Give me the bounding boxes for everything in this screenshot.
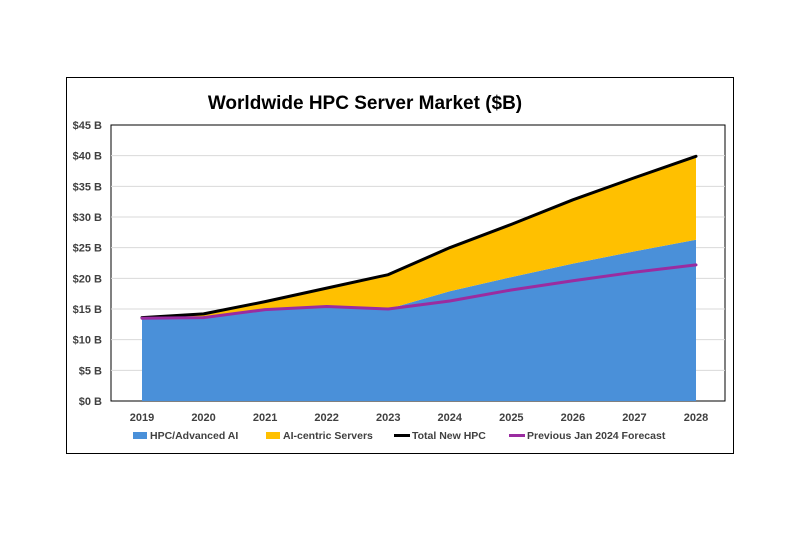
legend-label: AI-centric Servers (283, 430, 373, 442)
legend-label: HPC/Advanced AI (150, 430, 238, 442)
y-tick-label: $40 B (73, 151, 102, 163)
x-axis-tick-labels: 2019 2020 2021 2022 2023 2024 2025 2026 2027 2028 (130, 412, 708, 424)
chart-svg: Worldwide HPC Server Market ($B) $0 B $5 … (73, 93, 726, 442)
x-tick-label: 2026 (561, 412, 585, 424)
legend-item-hpc-advanced-ai: HPC/Advanced AI (133, 430, 238, 442)
legend-label: Total New HPC (412, 430, 486, 442)
x-tick-label: 2023 (376, 412, 400, 424)
x-tick-label: 2020 (191, 412, 215, 424)
line-series (140, 154, 698, 320)
legend-item-ai-centric-servers: AI-centric Servers (266, 430, 373, 442)
y-tick-label: $45 B (73, 120, 102, 132)
legend-item-previous-jan-2024-forecast: Previous Jan 2024 Forecast (509, 430, 666, 442)
x-tick-label: 2028 (684, 412, 708, 424)
x-tick-label: 2024 (438, 412, 463, 424)
y-tick-label: $10 B (73, 335, 102, 347)
legend: HPC/Advanced AI AI-centric Servers Total N… (133, 430, 666, 442)
area-ai-centric-servers (142, 156, 696, 320)
y-tick-label: $15 B (73, 304, 102, 316)
legend-label: Previous Jan 2024 Forecast (527, 430, 666, 442)
line-previous-jan-2024-forecast (140, 263, 698, 320)
legend-item-total-new-hpc: Total New HPC (394, 430, 486, 442)
chart-frame: Worldwide HPC Server Market ($B) $0 B $5 … (66, 77, 734, 454)
y-tick-label: $30 B (73, 212, 102, 224)
legend-swatch (266, 432, 280, 439)
x-tick-label: 2022 (314, 412, 338, 424)
y-tick-label: $5 B (79, 365, 102, 377)
x-tick-label: 2021 (253, 412, 277, 424)
y-tick-label: $35 B (73, 181, 102, 193)
y-tick-label: $0 B (79, 396, 102, 408)
x-tick-label: 2019 (130, 412, 154, 424)
legend-swatch (133, 432, 147, 439)
chart-title: Worldwide HPC Server Market ($B) (208, 93, 522, 114)
x-tick-label: 2027 (622, 412, 646, 424)
y-tick-label: $20 B (73, 273, 102, 285)
x-tick-label: 2025 (499, 412, 523, 424)
y-tick-label: $25 B (73, 243, 102, 255)
line-total-new-hpc (140, 154, 698, 320)
area-series (142, 156, 696, 401)
area-hpc-advanced-ai (142, 239, 696, 401)
y-axis-tick-labels: $0 B $5 B $10 B $15 B $20 B $25 B $30 B $35 B $4… (73, 120, 102, 408)
